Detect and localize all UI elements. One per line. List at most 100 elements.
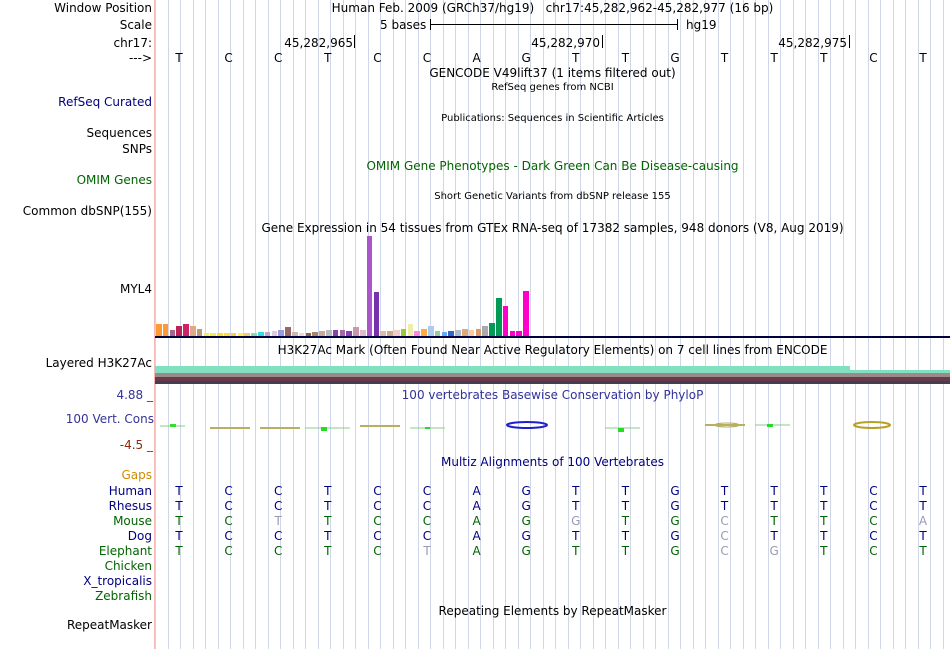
gtex-tissue-bar[interactable] <box>319 331 325 336</box>
gtex-tissue-bar[interactable] <box>210 333 216 336</box>
gaps-label[interactable]: Gaps <box>121 468 152 482</box>
gtex-tissue-bar[interactable] <box>407 324 414 336</box>
gtex-tissue-bar[interactable] <box>509 331 516 336</box>
gtex-tissue-bar[interactable] <box>353 327 359 336</box>
pubs-title[interactable]: Publications: Sequences in Scientific Ar… <box>441 113 664 124</box>
gtex-tissue-bar[interactable] <box>169 330 176 336</box>
h3k27ac-layer-gray <box>155 373 950 377</box>
gtex-gene-label[interactable]: MYL4 <box>119 282 152 296</box>
gtex-tissue-bar[interactable] <box>217 333 223 336</box>
gtex-tissue-bar[interactable] <box>298 333 305 336</box>
gtex-tissue-bar[interactable] <box>196 329 203 336</box>
gtex-tissue-bar[interactable] <box>251 333 257 336</box>
gtex-tissue-bar[interactable] <box>312 332 318 336</box>
grid-line <box>355 0 356 649</box>
gtex-tissue-bar[interactable] <box>326 330 332 336</box>
gtex-tissue-bar[interactable] <box>516 331 522 336</box>
refseq-title[interactable]: RefSeq genes from NCBI <box>491 82 614 93</box>
species-base: G <box>670 499 680 513</box>
species-label[interactable]: Mouse <box>113 514 152 528</box>
species-base: T <box>720 484 729 498</box>
gtex-tissue-bar[interactable] <box>224 333 230 336</box>
gtex-tissue-bar[interactable] <box>441 332 448 336</box>
species-base: C <box>422 499 432 513</box>
rmsk-label[interactable]: RepeatMasker <box>66 618 152 632</box>
gtex-tissue-bar[interactable] <box>373 292 380 336</box>
species-label[interactable]: Rhesus <box>108 499 152 513</box>
phylop-label[interactable]: 100 Vert. Cons <box>65 412 154 426</box>
gtex-tissue-bar[interactable] <box>305 333 312 336</box>
gtex-tissue-bar[interactable] <box>278 330 284 336</box>
gtex-tissue-bar[interactable] <box>496 298 502 336</box>
gtex-tissue-bar[interactable] <box>468 330 475 336</box>
gtex-tissue-bar[interactable] <box>502 306 509 336</box>
gtex-title[interactable]: Gene Expression in 54 tissues from GTEx … <box>261 221 844 235</box>
gtex-tissue-bar[interactable] <box>428 326 434 336</box>
gtex-tissue-bar[interactable] <box>244 333 250 336</box>
gencode-title[interactable]: GENCODE V49lift37 (1 items filtered out) <box>429 66 676 80</box>
gtex-tissue-bar[interactable] <box>414 331 420 336</box>
species-base: G <box>670 544 680 558</box>
gtex-tissue-bar[interactable] <box>264 332 271 336</box>
gtex-tissue-bar[interactable] <box>176 326 182 336</box>
gtex-tissue-bar[interactable] <box>237 333 244 336</box>
h3k27ac-signal[interactable] <box>155 366 950 385</box>
dbsnp-label[interactable]: Common dbSNP(155) <box>22 204 152 218</box>
species-label[interactable]: Dog <box>127 529 152 543</box>
species-label[interactable]: X_tropicalis <box>83 574 152 588</box>
gtex-tissue-bar[interactable] <box>475 329 482 336</box>
gtex-tissue-bar[interactable] <box>271 331 278 336</box>
gtex-bar-chart[interactable] <box>155 236 950 336</box>
gtex-tissue-bar[interactable] <box>421 329 427 336</box>
sequences-label[interactable]: Sequences <box>86 126 152 140</box>
gtex-tissue-bar[interactable] <box>455 330 461 336</box>
gtex-tissue-bar[interactable] <box>339 330 346 336</box>
gtex-tissue-bar[interactable] <box>346 331 352 336</box>
gtex-tissue-bar[interactable] <box>366 236 373 336</box>
gtex-tissue-bar[interactable] <box>258 332 264 336</box>
gtex-tissue-bar[interactable] <box>230 333 237 336</box>
gtex-tissue-bar[interactable] <box>387 331 393 336</box>
species-label[interactable]: Elephant <box>98 544 152 558</box>
phylop-title[interactable]: 100 vertebrates Basewise Conservation by… <box>401 388 704 402</box>
rmsk-title[interactable]: Repeating Elements by RepeatMasker <box>438 604 667 618</box>
snps-label[interactable]: SNPs <box>122 142 152 156</box>
omim-title[interactable]: OMIM Gene Phenotypes - Dark Green Can Be… <box>366 159 739 173</box>
gtex-tissue-bar[interactable] <box>489 323 495 336</box>
gtex-tissue-bar[interactable] <box>482 326 488 336</box>
h3k27ac-title[interactable]: H3K27Ac Mark (Often Found Near Active Re… <box>277 343 828 357</box>
gtex-tissue-bar[interactable] <box>434 331 441 336</box>
gtex-tissue-bar[interactable] <box>448 331 454 336</box>
gtex-tissue-bar[interactable] <box>360 330 366 336</box>
window-position-text[interactable]: Human Feb. 2009 (GRCh37/hg19) chr17:45,2… <box>155 1 950 15</box>
gtex-tissue-bar[interactable] <box>156 324 162 336</box>
gtex-tissue-bar[interactable] <box>285 327 291 336</box>
gtex-tissue-bar[interactable] <box>462 329 468 336</box>
species-base: T <box>572 499 580 513</box>
gtex-tissue-bar[interactable] <box>292 332 298 336</box>
gtex-tissue-bar[interactable] <box>400 329 407 336</box>
species-base: T <box>621 499 630 513</box>
h3k27ac-label[interactable]: Layered H3K27Ac <box>45 356 152 370</box>
species-label[interactable]: Zebrafish <box>95 589 152 603</box>
species-label[interactable]: Human <box>108 484 152 498</box>
refseq-label[interactable]: RefSeq Curated <box>58 95 152 109</box>
grid-line <box>917 0 919 649</box>
multiz-title[interactable]: Multiz Alignments of 100 Vertebrates <box>440 455 665 469</box>
phylop-signal[interactable] <box>155 416 950 436</box>
gtex-tissue-bar[interactable] <box>203 333 210 336</box>
species-base: C <box>273 544 283 558</box>
dbsnp-title[interactable]: Short Genetic Variants from dbSNP releas… <box>434 191 671 202</box>
gtex-tissue-bar[interactable] <box>523 291 529 336</box>
omim-label[interactable]: OMIM Genes <box>76 173 152 187</box>
gtex-tissue-bar[interactable] <box>190 326 196 336</box>
gtex-tissue-bar[interactable] <box>183 324 189 336</box>
species-base: G <box>571 514 581 528</box>
gtex-tissue-bar[interactable] <box>332 330 339 336</box>
species-base: T <box>324 514 332 528</box>
gtex-tissue-bar[interactable] <box>162 324 169 336</box>
grid-line <box>430 0 431 649</box>
gtex-tissue-bar[interactable] <box>380 331 386 336</box>
gtex-tissue-bar[interactable] <box>394 330 400 336</box>
species-label[interactable]: Chicken <box>104 559 152 573</box>
